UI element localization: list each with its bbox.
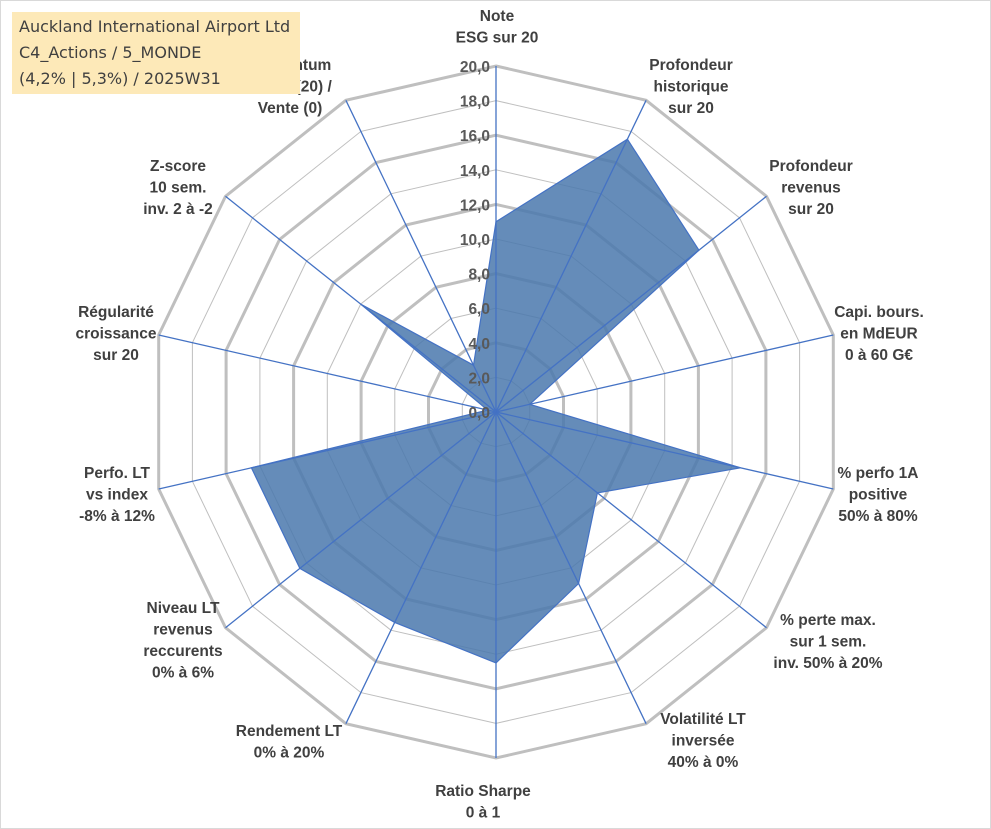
axis-label: Régularité croissance sur 20 (76, 304, 157, 364)
axis-label: Note ESG sur 20 (456, 8, 539, 47)
axis-spoke (225, 411, 497, 629)
tick-label: 12,0 (460, 197, 490, 214)
title-line-1: Auckland International Airport Ltd (19, 17, 291, 36)
axis-spoke (495, 411, 834, 490)
tick-label: 6,0 (468, 301, 490, 318)
tick-label: 14,0 (460, 163, 490, 180)
axis-label: % perfo 1A positive 50% à 80% (838, 465, 919, 525)
axis-spoke (225, 195, 497, 413)
axis-label: Niveau LT revenus reccurents 0% à 6% (143, 600, 222, 682)
tick-label: 20,0 (460, 59, 490, 76)
axis-label: Ratio Sharpe 0 à 1 (435, 783, 531, 822)
tick-layer: 0,0 2,0 4,0 6,0 8,0 10,0 12,0 14,0 16,0 18,0 20,0 (460, 59, 490, 422)
axis-spoke (158, 334, 497, 413)
title-box: Auckland International Airport Ltd C4_Ac… (12, 12, 300, 94)
tick-label: 8,0 (468, 267, 490, 284)
axis-label: % perte max. sur 1 sem. inv. 50% à 20% (773, 612, 882, 672)
tick-label: 4,0 (468, 336, 490, 353)
tick-label: 2,0 (468, 370, 490, 387)
axis-label: Profondeur historique sur 20 (649, 57, 733, 117)
axis-spoke (495, 411, 767, 629)
axis-spoke (158, 411, 497, 490)
title-line-2: C4_Actions / 5_MONDE (19, 43, 202, 62)
axis-label: Perfo. LT vs index -8% à 12% (79, 465, 155, 525)
tick-label: 16,0 (460, 128, 490, 145)
axis-label: Rendement LT 0% à 20% (236, 723, 343, 762)
axis-spoke (345, 411, 497, 724)
axis-label: Profondeur revenus sur 20 (769, 158, 853, 218)
tick-label: 10,0 (460, 232, 490, 249)
axis-label: Capi. bours. en MdEUR 0 à 60 G€ (834, 304, 924, 364)
axis-layer (158, 66, 834, 758)
axis-spoke (495, 334, 834, 413)
label-layer: Note ESG sur 20 Profondeur historique sur 20… (76, 8, 924, 822)
axis-spoke (345, 100, 497, 413)
axis-label: Z-score 10 sem. inv. 2 à -2 (143, 158, 213, 218)
axis-spoke (495, 411, 647, 724)
axis-spoke (495, 195, 767, 413)
axis-label: Volatilité LT inversée 40% à 0% (660, 711, 746, 771)
axis-spoke (495, 100, 647, 413)
tick-label: 0,0 (468, 405, 490, 422)
tick-label: 18,0 (460, 94, 490, 111)
title-line-3: (4,2% | 5,3%) / 2025W31 (19, 69, 221, 88)
